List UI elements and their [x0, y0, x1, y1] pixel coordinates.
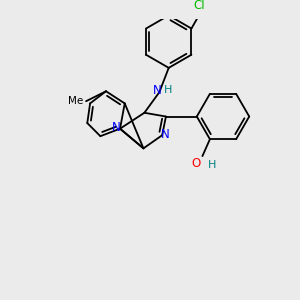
Text: N: N: [112, 121, 121, 134]
Text: H: H: [208, 160, 216, 170]
Text: Cl: Cl: [193, 0, 205, 12]
Text: Me: Me: [68, 96, 83, 106]
Text: N: N: [153, 84, 162, 97]
Text: H: H: [164, 85, 172, 95]
Text: O: O: [191, 157, 201, 170]
Text: N: N: [160, 128, 169, 141]
